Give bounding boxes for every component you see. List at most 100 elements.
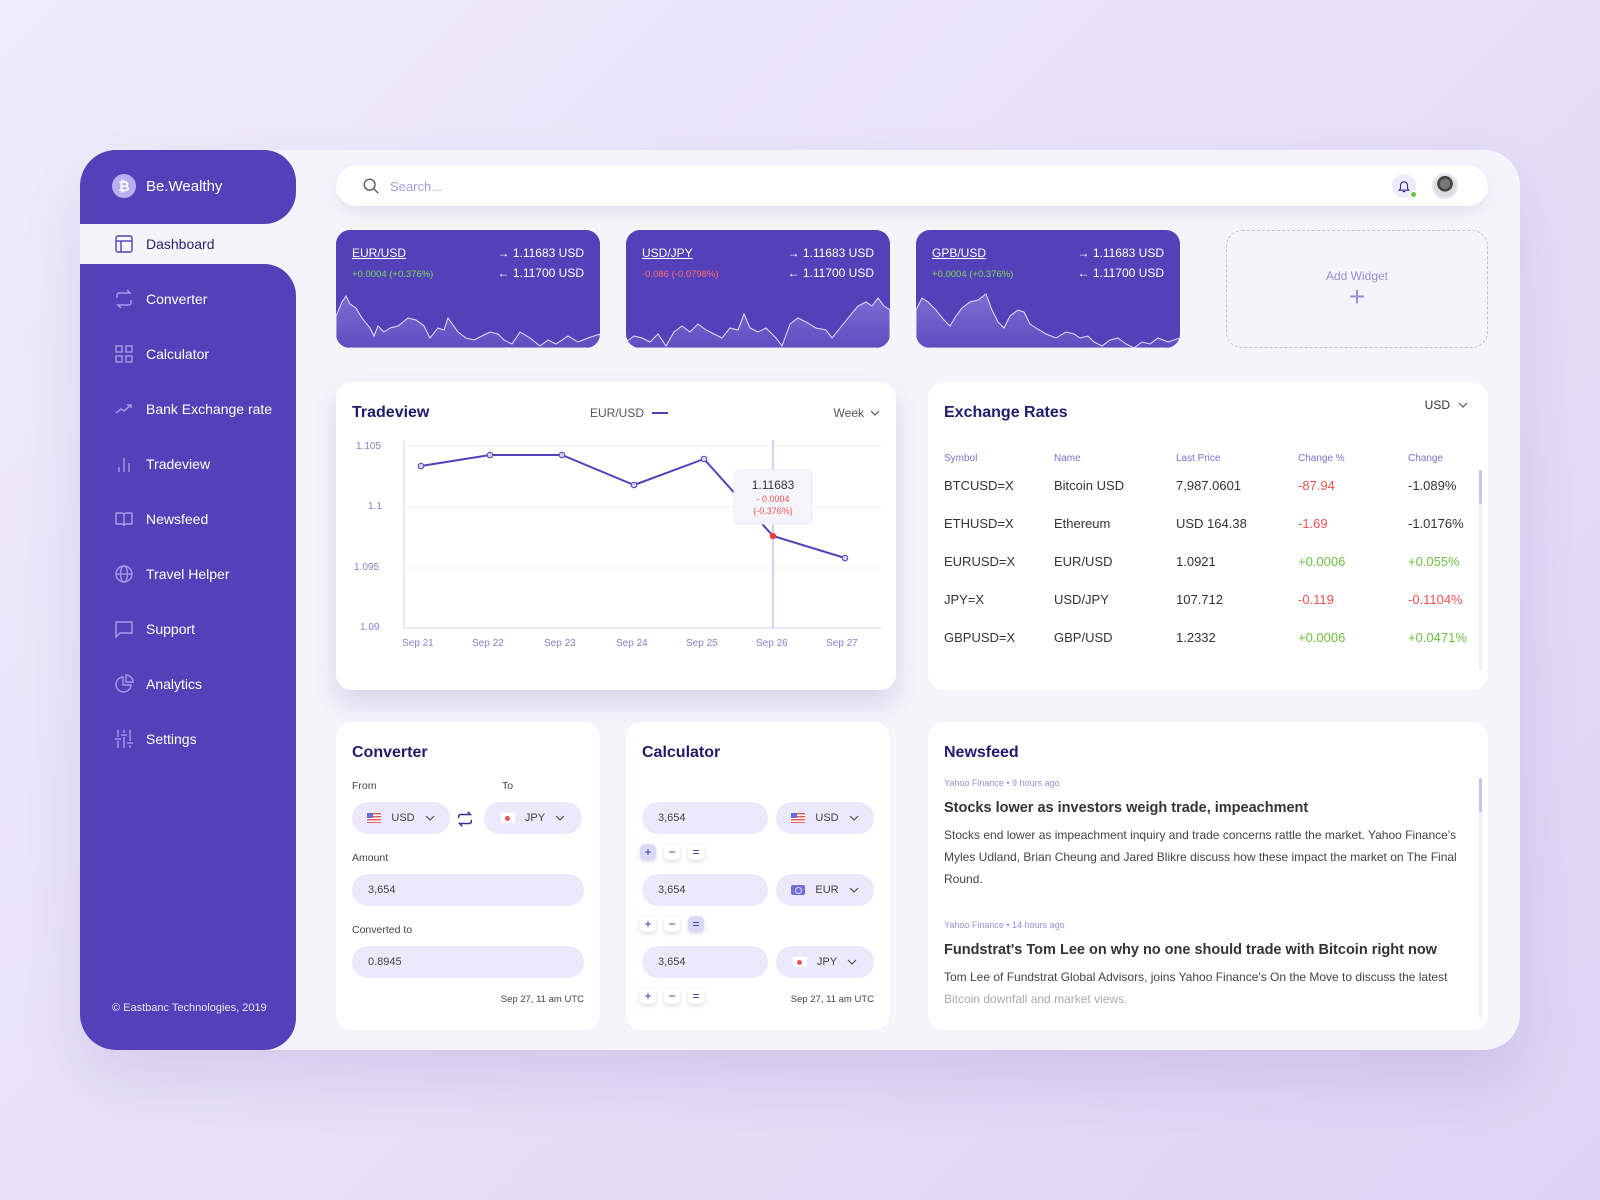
ticker-widget-usdjpy[interactable]: USD/JPY -0.086 (-0.0798%) → 1.11683 USD …: [626, 230, 890, 348]
news-source: Yahoo Finance: [944, 778, 1004, 788]
price-cell: 1.2332: [1176, 629, 1216, 645]
tradeview-title: Tradeview: [352, 404, 430, 421]
news-time: 14 hours ago: [1012, 920, 1065, 930]
japan-flag-icon: [792, 957, 807, 967]
ticker-buy-rate: → 1.11683 USD: [1077, 246, 1165, 260]
svg-text:- 0.0004: - 0.0004: [756, 494, 789, 504]
ticker-pair[interactable]: EUR/USD: [352, 246, 407, 260]
brand-name: Be.Wealthy: [146, 177, 223, 195]
news-item[interactable]: Yahoo Finance • 14 hours ago Fundstrat's…: [944, 920, 1464, 1010]
converted-output[interactable]: 0.8945: [352, 946, 584, 978]
table-row[interactable]: EURUSD=X EUR/USD 1.0921 +0.0006 +0.055%: [944, 542, 1474, 580]
to-currency-value: JPY: [524, 812, 546, 824]
plus-button[interactable]: +: [640, 988, 656, 1004]
news-meta: Yahoo Finance • 9 hours ago: [944, 778, 1060, 788]
column-header[interactable]: Name: [1054, 452, 1081, 464]
swap-currencies-button[interactable]: [456, 810, 474, 828]
dashboard-icon: [114, 234, 134, 254]
table-row[interactable]: GBPUSD=X GBP/USD 1.2332 +0.0006 +0.0471%: [944, 618, 1474, 656]
calculator-title: Calculator: [642, 744, 721, 761]
price-cell: 7,987.0601: [1176, 477, 1242, 493]
amount-input[interactable]: 3,654: [352, 874, 584, 906]
svg-text:1.11683: 1.11683: [752, 478, 795, 492]
sidebar-item-support[interactable]: Support: [96, 609, 296, 649]
ticker-change: -0.086 (-0.0798%): [642, 269, 719, 280]
change-pct-cell: +0.0006: [1298, 629, 1346, 645]
sidebar-item-calculator[interactable]: Calculator: [96, 334, 296, 374]
sidebar-item-dashboard[interactable]: Dashboard: [96, 224, 296, 264]
grid-icon: [114, 344, 134, 364]
minus-button[interactable]: −: [664, 988, 680, 1004]
chevron-down-icon: [555, 815, 565, 821]
column-header[interactable]: Symbol: [944, 452, 978, 464]
minus-button[interactable]: −: [664, 844, 680, 860]
symbol-cell: EURUSD=X: [944, 553, 1016, 569]
notifications-button[interactable]: [1392, 174, 1417, 198]
logo[interactable]: ₿ Be.Wealthy: [112, 174, 222, 198]
svg-text:Sep 27: Sep 27: [826, 638, 858, 649]
period-dropdown[interactable]: Week: [834, 406, 880, 420]
news-item[interactable]: Yahoo Finance • 9 hours ago Stocks lower…: [944, 778, 1464, 890]
table-row[interactable]: JPY=X USD/JPY 107.712 -0.119 -0.1104%: [944, 580, 1474, 618]
avatar[interactable]: [1432, 173, 1458, 199]
ticker-widget-gbpusd[interactable]: GPB/USD +0.0004 (+0.376%) → 1.11683 USD …: [916, 230, 1180, 348]
legend-line-icon: [652, 412, 669, 414]
plus-button[interactable]: +: [640, 844, 656, 860]
name-cell: EUR/USD: [1054, 553, 1113, 569]
table-row[interactable]: BTCUSD=X Bitcoin USD 7,987.0601 -87.94 -…: [944, 466, 1474, 504]
scrollbar-thumb[interactable]: [1479, 778, 1482, 812]
search-input[interactable]: [390, 178, 1290, 194]
swap-icon: [114, 289, 134, 309]
calc-currency-select[interactable]: JPY: [776, 946, 874, 978]
equals-button[interactable]: =: [688, 844, 704, 860]
pie-chart-icon: [114, 674, 134, 694]
sidebar-item-settings[interactable]: Settings: [96, 719, 296, 759]
ticker-pair[interactable]: USD/JPY: [642, 246, 693, 260]
scrollbar-track[interactable]: [1479, 470, 1482, 670]
plus-button[interactable]: +: [640, 916, 656, 932]
trend-up-icon: [114, 399, 134, 419]
news-headline[interactable]: Stocks lower as investors weigh trade, i…: [944, 800, 1309, 816]
sidebar: ₿ Be.Wealthy Dashboard Converter Calcula…: [80, 150, 296, 1050]
column-header[interactable]: Change %: [1298, 452, 1345, 464]
sidebar-item-tradeview[interactable]: Tradeview: [96, 444, 296, 484]
sidebar-item-newsfeed[interactable]: Newsfeed: [96, 499, 296, 539]
currency-dropdown[interactable]: USD: [1425, 398, 1468, 412]
column-header[interactable]: Last Price: [1176, 452, 1221, 464]
chart-legend: EUR/USD: [590, 406, 669, 420]
sidebar-item-travel-helper[interactable]: Travel Helper: [96, 554, 296, 594]
calc-value-input[interactable]: 3,654: [642, 802, 768, 834]
japan-flag-icon: [500, 813, 515, 823]
sidebar-item-label: Calculator: [146, 346, 210, 362]
calc-currency-select[interactable]: USD: [776, 802, 874, 834]
minus-button[interactable]: −: [664, 916, 680, 932]
to-currency-select[interactable]: JPY: [484, 802, 582, 834]
sidebar-item-analytics[interactable]: Analytics: [96, 664, 296, 704]
tradeview-chart[interactable]: 1.105 1.1 1.095 1.09 Sep 21 Sep 22 Sep 23 Sep …: [336, 432, 896, 672]
sidebar-item-bank-exchange-rate[interactable]: Bank Exchange rate: [96, 389, 296, 429]
calc-value-input[interactable]: 3,654: [642, 946, 768, 978]
calc-value-input[interactable]: 3,654: [642, 874, 768, 906]
converter-timestamp: Sep 27, 11 am UTC: [500, 994, 584, 1005]
scrollbar-thumb[interactable]: [1479, 470, 1482, 504]
column-header[interactable]: Change: [1408, 452, 1444, 464]
chart-tooltip: 1.11683 - 0.0004 (-0.376%): [733, 469, 813, 525]
news-body: Stocks end lower as impeachment inquiry …: [944, 828, 1457, 886]
svg-text:Sep 24: Sep 24: [616, 638, 648, 649]
ticker-pair[interactable]: GPB/USD: [932, 246, 987, 260]
scrollbar-track[interactable]: [1479, 778, 1482, 1018]
search-icon: [363, 178, 379, 194]
eu-flag-icon: [791, 885, 806, 895]
symbol-cell: GBPUSD=X: [944, 629, 1016, 645]
calc-currency-select[interactable]: EUR: [776, 874, 874, 906]
sidebar-item-converter[interactable]: Converter: [96, 279, 296, 319]
equals-button[interactable]: =: [688, 916, 704, 932]
table-row[interactable]: ETHUSD=X Ethereum USD 164.38 -1.69 -1.01…: [944, 504, 1474, 542]
ticker-widget-eurusd[interactable]: EUR/USD +0.0004 (+0.376%) → 1.11683 USD …: [336, 230, 600, 348]
exchange-rates-card: Exchange Rates USD Symbol Name Last Pric…: [928, 382, 1488, 690]
add-widget-button[interactable]: Add Widget +: [1226, 230, 1488, 348]
equals-button[interactable]: =: [688, 988, 704, 1004]
from-currency-select[interactable]: USD: [352, 802, 450, 834]
news-headline[interactable]: Fundstrat's Tom Lee on why no one should…: [944, 942, 1437, 958]
change-cell: +0.0471%: [1408, 629, 1467, 645]
